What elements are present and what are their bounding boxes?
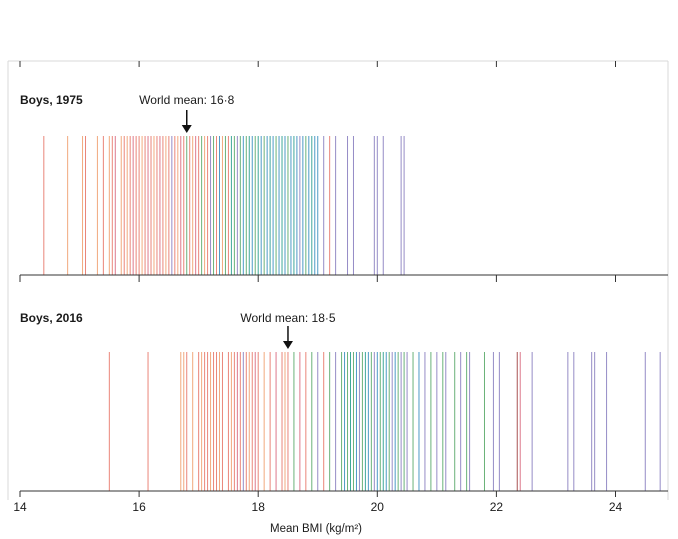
x-axis-title: Mean BMI (kg/m²) — [270, 523, 362, 535]
x-axis-ticks — [19, 491, 616, 497]
panel-boys-1975: Boys, 1975 World mean: 16·8 — [19, 61, 668, 282]
x-tick-label: 14 — [13, 500, 27, 514]
strip-marks — [108, 352, 661, 491]
panel-ticks — [19, 61, 616, 282]
strip-marks — [43, 136, 405, 275]
world-mean-label: World mean: 16·8 — [139, 93, 234, 107]
x-tick-label: 22 — [490, 500, 504, 514]
world-mean-arrow — [282, 326, 293, 349]
x-tick-labels: 14 16 18 20 22 24 — [13, 500, 622, 514]
arrow-head — [282, 341, 293, 349]
world-mean-arrow — [181, 110, 192, 133]
panel-title: Boys, 1975 — [20, 93, 83, 107]
arrow-head — [181, 125, 192, 133]
x-tick-label: 16 — [132, 500, 146, 514]
panel-boys-2016: Boys, 2016 World mean: 18·5 — [19, 311, 668, 497]
world-mean-label: World mean: 18·5 — [240, 311, 335, 325]
x-tick-label: 24 — [609, 500, 623, 514]
x-tick-label: 20 — [371, 500, 385, 514]
x-tick-label: 18 — [252, 500, 266, 514]
panel-title: Boys, 2016 — [20, 311, 83, 325]
